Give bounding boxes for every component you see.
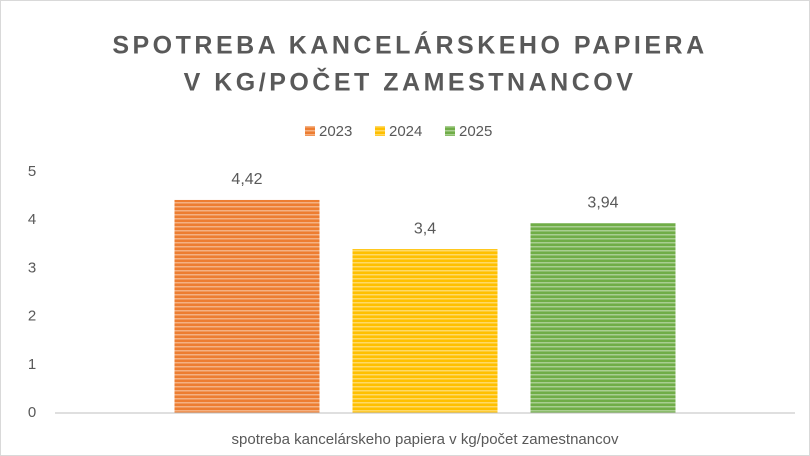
legend-label: 2025 — [459, 123, 492, 140]
bar — [530, 223, 676, 413]
y-tick-label: 1 — [28, 356, 36, 373]
y-tick-label: 5 — [28, 163, 36, 180]
y-tick-label: 2 — [28, 308, 36, 325]
y-tick-label: 4 — [28, 211, 36, 228]
data-label: 4,42 — [231, 171, 262, 188]
data-label: 3,94 — [587, 194, 618, 211]
bar — [352, 249, 498, 413]
legend-swatch — [445, 126, 455, 136]
legend-swatch — [375, 126, 385, 136]
legend-label: 2023 — [319, 123, 352, 140]
y-tick-label: 3 — [28, 259, 36, 276]
data-label: 3,4 — [414, 220, 436, 237]
chart-title: SPOTREBA KANCELÁRSKEHO PAPIERA — [112, 31, 707, 60]
legend-swatch — [305, 126, 315, 136]
legend-label: 2024 — [389, 123, 422, 140]
x-tick-label: spotreba kancelárskeho papiera v kg/poče… — [232, 431, 619, 448]
bar — [174, 199, 320, 413]
chart-title: V KG/POČET ZAMESTNANCOV — [184, 67, 637, 97]
y-tick-label: 0 — [28, 404, 36, 421]
